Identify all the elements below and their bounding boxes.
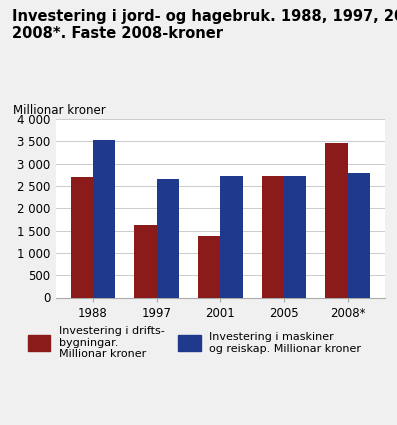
Bar — [156, 179, 179, 298]
Legend: Investering i drifts-
bygningar.
Millionar kroner, Investering i maskiner
og rei: Investering i drifts- bygningar. Million… — [28, 326, 362, 360]
Bar — [348, 173, 370, 298]
Bar — [284, 176, 306, 298]
Bar — [198, 236, 220, 298]
Bar — [220, 176, 243, 298]
Bar — [326, 143, 348, 298]
Bar — [262, 176, 284, 298]
Bar — [93, 139, 115, 298]
Text: Millionar kroner: Millionar kroner — [13, 104, 106, 117]
Text: Investering i jord- og hagebruk. 1988, 1997, 2001, 2005 og
2008*. Faste 2008-kro: Investering i jord- og hagebruk. 1988, 1… — [12, 8, 397, 41]
Bar — [71, 177, 93, 298]
Bar — [134, 225, 156, 298]
